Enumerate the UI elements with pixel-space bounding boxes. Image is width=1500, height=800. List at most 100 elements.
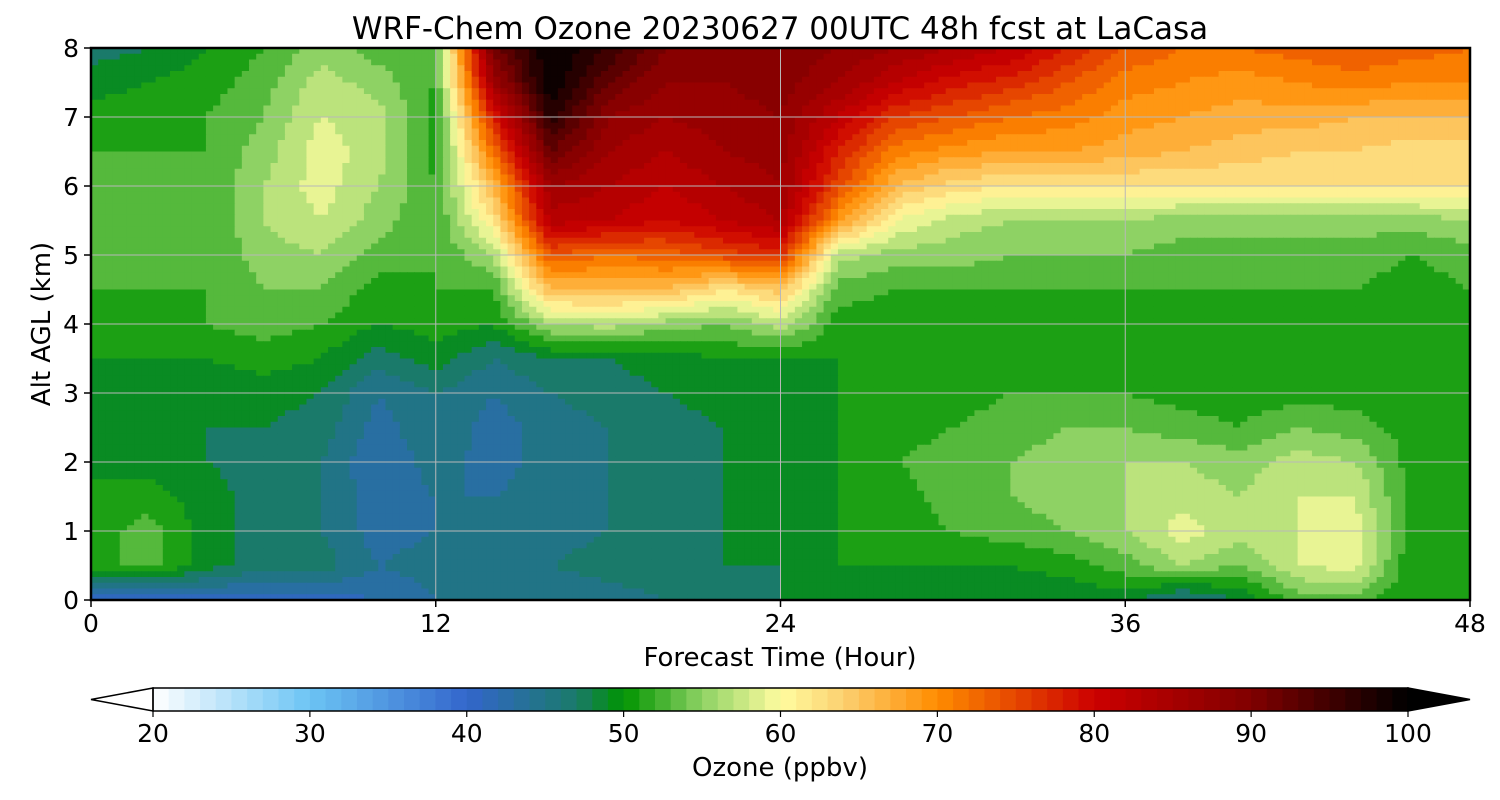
field-cell bbox=[960, 59, 968, 66]
field-cell bbox=[1340, 53, 1349, 61]
field-cell bbox=[723, 59, 731, 66]
field-cell bbox=[1139, 105, 1148, 112]
field-cell bbox=[256, 59, 264, 66]
field-cell bbox=[780, 48, 789, 55]
field-cell bbox=[916, 88, 925, 95]
field-cell bbox=[988, 94, 997, 101]
field-cell bbox=[205, 191, 214, 199]
field-cell bbox=[1383, 82, 1392, 89]
field-cell bbox=[263, 168, 272, 176]
field-cell bbox=[119, 174, 128, 181]
field-cell bbox=[723, 99, 731, 107]
field-cell bbox=[91, 48, 99, 55]
field-cell bbox=[1268, 65, 1277, 72]
field-cell bbox=[1125, 88, 1134, 95]
field-cell bbox=[924, 186, 932, 193]
field-cell bbox=[1333, 168, 1342, 176]
field-cell bbox=[514, 71, 523, 78]
field-cell bbox=[385, 99, 394, 107]
field-cell bbox=[715, 53, 724, 61]
field-cell bbox=[514, 128, 523, 135]
field-cell bbox=[1168, 65, 1177, 72]
field-cell bbox=[1161, 163, 1169, 170]
field-cell bbox=[565, 180, 573, 187]
field-cell bbox=[1125, 53, 1134, 61]
field-cell bbox=[1132, 76, 1141, 84]
field-cell bbox=[442, 174, 451, 181]
field-cell bbox=[320, 65, 329, 72]
field-cell bbox=[385, 163, 394, 170]
field-cell bbox=[895, 65, 904, 72]
field-cell bbox=[1182, 134, 1191, 141]
field-cell bbox=[751, 76, 760, 84]
field-cell bbox=[1441, 117, 1450, 124]
field-cell bbox=[859, 59, 868, 66]
field-cell bbox=[758, 105, 767, 112]
field-cell bbox=[873, 157, 882, 164]
field-cell bbox=[270, 191, 279, 199]
field-cell bbox=[1304, 111, 1313, 118]
field-cell bbox=[1311, 82, 1320, 89]
field-cell bbox=[1261, 163, 1270, 170]
field-cell bbox=[306, 48, 315, 55]
field-cell bbox=[644, 82, 652, 89]
field-cell bbox=[356, 180, 365, 187]
field-cell bbox=[205, 151, 214, 158]
field-cell bbox=[701, 48, 710, 55]
field-cell bbox=[1096, 88, 1105, 95]
field-cell bbox=[651, 53, 659, 61]
field-cell bbox=[1283, 99, 1292, 107]
field-cell bbox=[371, 71, 379, 78]
field-cell bbox=[1074, 145, 1083, 153]
field-cell bbox=[263, 174, 272, 181]
field-cell bbox=[371, 157, 379, 164]
field-cell bbox=[306, 174, 315, 181]
field-cell bbox=[507, 140, 516, 147]
field-cell bbox=[651, 65, 659, 72]
field-cell bbox=[292, 88, 300, 95]
field-cell bbox=[895, 88, 904, 95]
field-cell bbox=[442, 99, 451, 107]
field-cell bbox=[1426, 117, 1435, 124]
field-cell bbox=[500, 128, 509, 135]
field-cell bbox=[1326, 82, 1335, 89]
field-cell bbox=[500, 151, 509, 158]
field-cell bbox=[1211, 145, 1220, 153]
field-cell bbox=[1132, 140, 1141, 147]
field-cell bbox=[1247, 186, 1256, 193]
field-cell bbox=[1426, 168, 1435, 176]
field-cell bbox=[98, 71, 106, 78]
field-cell bbox=[1067, 94, 1076, 101]
field-cell bbox=[277, 168, 286, 176]
field-cell bbox=[888, 145, 897, 153]
field-cell bbox=[500, 134, 509, 141]
field-cell bbox=[1383, 59, 1392, 66]
field-cell bbox=[1426, 163, 1435, 170]
field-cell bbox=[313, 88, 322, 95]
field-cell bbox=[371, 99, 379, 107]
field-cell bbox=[967, 186, 976, 193]
field-cell bbox=[845, 163, 853, 170]
field-cell bbox=[407, 163, 415, 170]
field-cell bbox=[1161, 122, 1169, 130]
field-cell bbox=[356, 94, 365, 101]
field-cell bbox=[356, 168, 365, 176]
field-cell bbox=[636, 59, 645, 66]
field-cell bbox=[170, 174, 178, 181]
field-cell bbox=[780, 122, 789, 130]
field-cell bbox=[1326, 174, 1335, 181]
field-cell bbox=[651, 88, 659, 95]
field-cell bbox=[1376, 94, 1385, 101]
field-cell bbox=[701, 71, 710, 78]
field-cell bbox=[126, 174, 135, 181]
field-cell bbox=[1383, 48, 1392, 55]
field-cell bbox=[306, 99, 315, 107]
field-cell bbox=[579, 59, 588, 66]
field-cell bbox=[715, 191, 724, 199]
field-cell bbox=[794, 134, 803, 141]
field-cell bbox=[823, 65, 832, 72]
field-cell bbox=[1161, 157, 1169, 164]
field-cell bbox=[1240, 94, 1248, 101]
field-cell bbox=[371, 145, 379, 153]
field-cell bbox=[1053, 76, 1062, 84]
